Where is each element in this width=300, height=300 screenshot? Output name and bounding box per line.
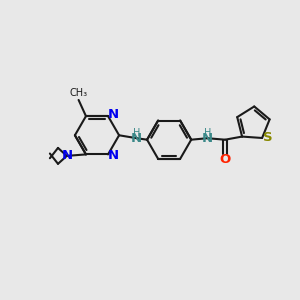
Text: H: H — [204, 128, 211, 138]
Text: N: N — [108, 108, 119, 121]
Text: N: N — [108, 149, 119, 162]
Text: N: N — [62, 149, 73, 162]
Text: S: S — [262, 131, 272, 145]
Text: O: O — [220, 153, 231, 166]
Text: CH₃: CH₃ — [70, 88, 88, 98]
Text: N: N — [202, 132, 213, 145]
Text: N: N — [131, 132, 142, 145]
Text: H: H — [133, 128, 140, 138]
